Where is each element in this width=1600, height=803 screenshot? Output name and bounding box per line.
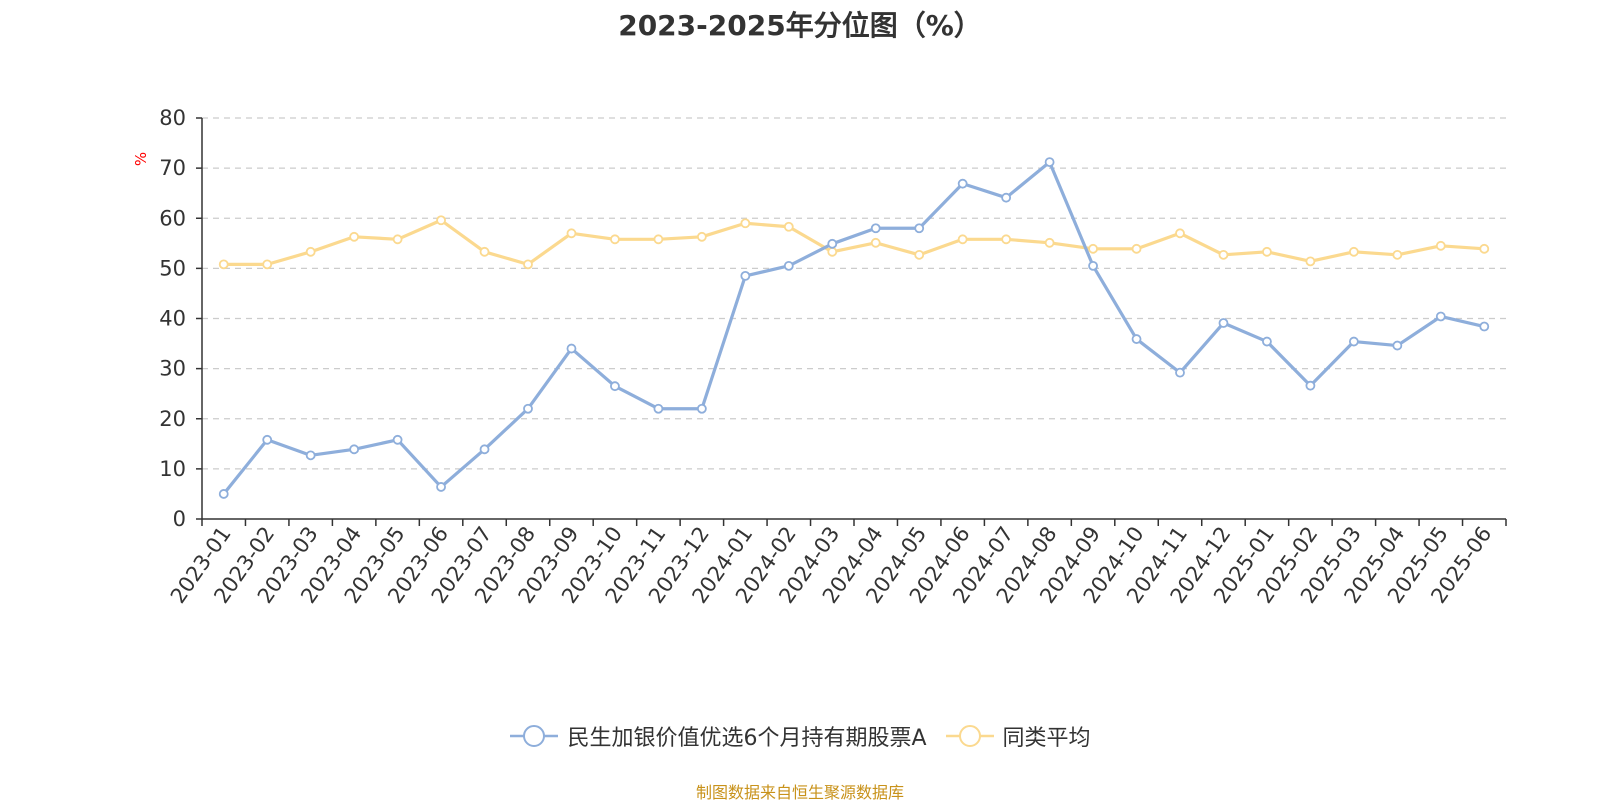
legend-line-circle-icon [510, 725, 559, 747]
data-point [479, 444, 490, 455]
data-point [436, 215, 446, 226]
legend-item[interactable]: 民生加银价值优选6个月持有期股票A [509, 720, 927, 752]
data-point [870, 223, 881, 234]
data-point [1218, 249, 1229, 260]
data-point [696, 403, 707, 414]
data-point [740, 218, 751, 229]
data-point [218, 489, 229, 499]
data-point [1305, 256, 1316, 267]
data-point [1088, 260, 1098, 271]
data-point [1479, 321, 1490, 332]
data-point [783, 260, 794, 271]
y-tick-label: 70 [159, 156, 186, 180]
data-point [1088, 243, 1098, 254]
y-tick-label: 40 [159, 307, 186, 331]
data-point [1392, 249, 1403, 260]
data-point [1435, 311, 1446, 322]
data-point [1175, 228, 1185, 239]
data-point [1001, 234, 1012, 245]
data-point [392, 234, 403, 245]
source-note: 制图数据来自恒生聚源数据库 [695, 783, 904, 802]
data-point [827, 238, 838, 249]
data-point [740, 270, 751, 281]
axes [196, 117, 1507, 526]
series-line [223, 218, 1485, 266]
data-point [1348, 336, 1359, 347]
y-tick-label: 60 [159, 206, 186, 230]
y-tick-label: 10 [159, 457, 186, 481]
legend-line-circle-icon [945, 725, 994, 747]
data-point [523, 403, 533, 414]
data-point [305, 246, 316, 257]
data-point [870, 237, 881, 248]
data-point [957, 234, 968, 245]
legend: 民生加银价值优选6个月持有期股票A 同类平均 [0, 720, 1600, 752]
data-point [914, 249, 925, 260]
series-lines [218, 157, 1490, 499]
data-point [392, 434, 403, 445]
data-point [696, 231, 707, 242]
data-point [436, 482, 446, 492]
data-point [1305, 380, 1316, 391]
data-point [783, 221, 794, 232]
data-point [1131, 243, 1142, 254]
grid-lines [202, 117, 1506, 470]
data-point [610, 381, 620, 392]
data-point [566, 228, 577, 239]
data-point [1392, 340, 1403, 351]
legend-label: 民生加银价值优选6个月持有期股票A [567, 726, 927, 751]
data-point [566, 343, 577, 354]
data-point [218, 259, 229, 270]
data-point [1044, 237, 1055, 248]
y-tick-label: 80 [159, 106, 186, 130]
data-point [1262, 336, 1272, 347]
y-tick-label: 0 [173, 507, 186, 531]
y-tick-label: 20 [159, 407, 186, 431]
chart-title: 2023-2025年分位图（%） [618, 9, 982, 42]
data-point [262, 434, 273, 445]
data-point [610, 234, 620, 245]
y-axis-label: % [132, 152, 150, 166]
data-point [1218, 318, 1229, 328]
data-point [349, 231, 360, 242]
data-point [1175, 367, 1185, 378]
data-point [1001, 192, 1012, 203]
data-point [479, 246, 490, 257]
tick-labels: 01020304050607080%2023-012023-022023-032… [132, 106, 1496, 608]
data-point [1044, 157, 1055, 168]
data-point [1262, 246, 1272, 257]
data-point [653, 234, 664, 245]
data-point [653, 403, 664, 414]
y-tick-label: 30 [159, 357, 186, 381]
legend-label: 同类平均 [1002, 726, 1091, 751]
data-point [1348, 246, 1359, 257]
data-point [305, 450, 316, 461]
data-point [523, 259, 533, 270]
data-point [349, 444, 360, 455]
legend-item[interactable]: 同类平均 [945, 720, 1091, 752]
data-point [957, 178, 968, 189]
y-tick-label: 50 [159, 256, 186, 280]
data-point [827, 246, 838, 257]
series-line [222, 160, 1485, 495]
data-point [1479, 243, 1490, 254]
data-point [1131, 334, 1142, 344]
data-point [262, 259, 273, 270]
data-point [914, 223, 925, 234]
data-point [1435, 240, 1446, 251]
